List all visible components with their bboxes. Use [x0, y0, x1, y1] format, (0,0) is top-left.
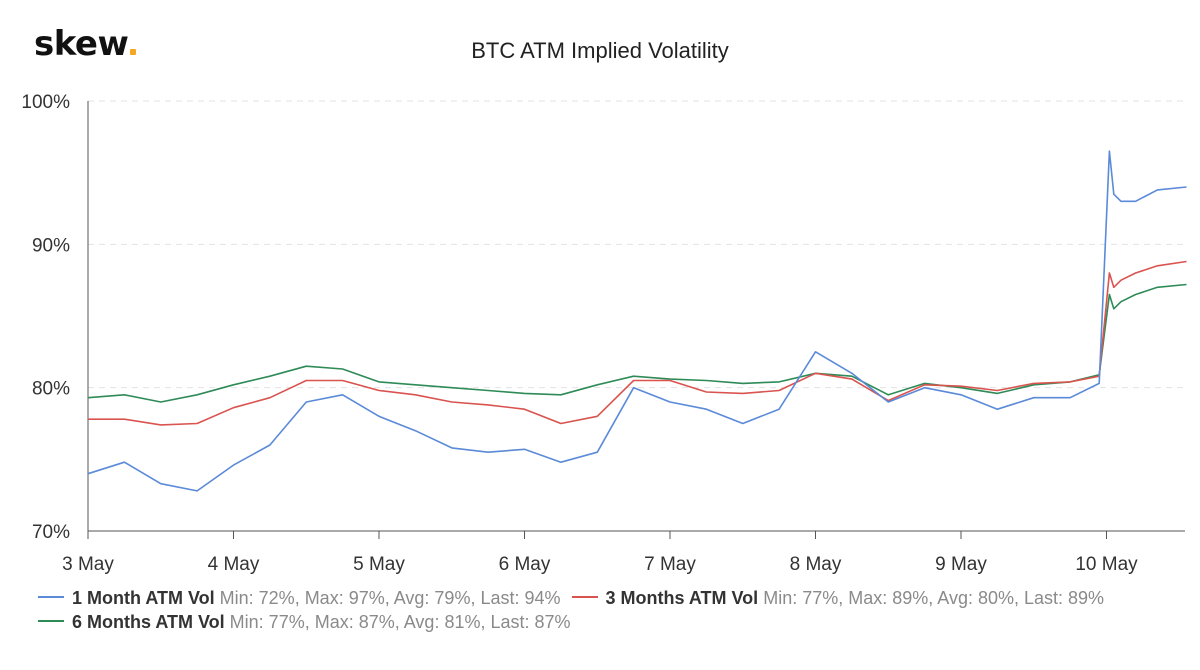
legend-row-2: 6 Months ATM Vol Min: 77%, Max: 87%, Avg… — [38, 612, 571, 633]
legend-series-stats: Min: 77%, Max: 87%, Avg: 81%, Last: 87% — [229, 612, 571, 632]
legend-swatch-1-month — [38, 596, 64, 599]
x-tick-label: 10 May — [1075, 554, 1138, 575]
legend-series-name: 6 Months ATM Vol — [72, 612, 225, 632]
y-tick-label: 90% — [32, 235, 70, 256]
skew-logo: skew — [34, 24, 137, 64]
y-tick-label: 80% — [32, 379, 70, 400]
legend-series-name: 3 Months ATM Vol — [605, 588, 759, 608]
chart-title: BTC ATM Implied Volatility — [471, 38, 729, 63]
x-tick-label: 3 May — [62, 554, 114, 575]
legend-item-1-month[interactable]: 1 Month ATM Vol Min: 72%, Max: 97%, Avg:… — [38, 588, 566, 608]
legend-series-stats: Min: 72%, Max: 97%, Avg: 79%, Last: 94% — [219, 588, 561, 608]
y-tick-label: 70% — [32, 522, 70, 543]
legend-item-6-months[interactable]: 6 Months ATM Vol Min: 77%, Max: 87%, Avg… — [38, 612, 571, 632]
legend-swatch-6-months — [38, 620, 64, 623]
logo-dot-icon — [130, 49, 137, 55]
logo-wordmark: skew — [34, 24, 129, 64]
legend-series-stats: Min: 77%, Max: 89%, Avg: 80%, Last: 89% — [763, 588, 1105, 608]
x-tick-label: 7 May — [644, 554, 696, 575]
x-tick-label: 9 May — [935, 554, 987, 575]
series-line-3-months-atm-vol — [88, 260, 1187, 426]
x-tick-label: 6 May — [499, 554, 551, 575]
x-tick-label: 4 May — [208, 554, 260, 575]
legend-item-3-months[interactable]: 3 Months ATM Vol Min: 77%, Max: 89%, Avg… — [571, 588, 1105, 608]
legend-swatch-3-months — [571, 596, 598, 599]
legend-series-name: 1 Month ATM Vol — [72, 588, 215, 608]
legend-row-1: 1 Month ATM Vol Min: 72%, Max: 97%, Avg:… — [38, 588, 1104, 609]
x-tick-label: 8 May — [790, 554, 842, 575]
series-line-6-months-atm-vol — [87, 283, 1187, 403]
series-line-1-month-atm-vol — [87, 150, 1187, 492]
x-tick-label: 5 May — [353, 554, 405, 575]
y-tick-label: 100% — [21, 92, 70, 113]
